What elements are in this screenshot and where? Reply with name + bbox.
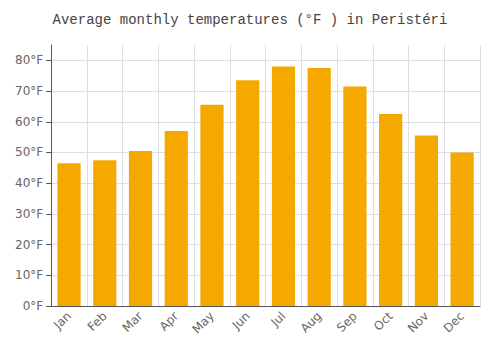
svg-text:Nov: Nov bbox=[405, 309, 431, 335]
svg-text:10°F: 10°F bbox=[15, 268, 43, 282]
svg-text:50°F: 50°F bbox=[15, 145, 43, 159]
svg-text:Mar: Mar bbox=[120, 309, 146, 335]
svg-text:Jul: Jul bbox=[268, 309, 289, 330]
svg-text:Average monthly temperatures (: Average monthly temperatures (°F ) in Pe… bbox=[53, 12, 448, 28]
svg-text:Oct: Oct bbox=[371, 309, 396, 334]
svg-text:Jun: Jun bbox=[229, 309, 253, 333]
svg-text:30°F: 30°F bbox=[15, 207, 43, 221]
svg-text:70°F: 70°F bbox=[15, 84, 43, 98]
svg-text:20°F: 20°F bbox=[15, 238, 43, 252]
svg-text:May: May bbox=[190, 309, 217, 336]
svg-text:Apr: Apr bbox=[157, 309, 182, 334]
svg-text:Aug: Aug bbox=[298, 309, 324, 335]
svg-text:80°F: 80°F bbox=[15, 53, 43, 67]
svg-text:60°F: 60°F bbox=[15, 115, 43, 129]
svg-text:Feb: Feb bbox=[85, 309, 110, 334]
svg-text:Sep: Sep bbox=[334, 309, 360, 335]
svg-text:0°F: 0°F bbox=[23, 299, 44, 313]
svg-text:Jan: Jan bbox=[50, 309, 74, 333]
svg-text:40°F: 40°F bbox=[15, 176, 43, 190]
svg-text:Dec: Dec bbox=[441, 309, 467, 335]
